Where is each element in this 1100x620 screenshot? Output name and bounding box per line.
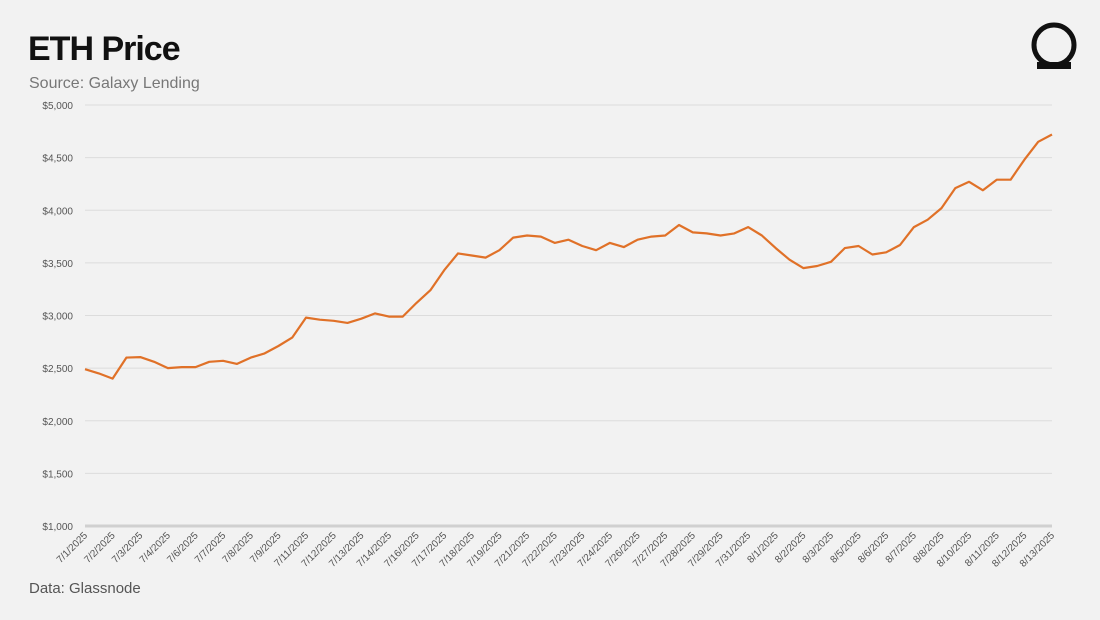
y-tick-label: $3,500 (42, 259, 73, 270)
y-tick-label: $1,000 (42, 522, 73, 533)
footnote: Data: Glassnode (29, 580, 141, 597)
y-tick-label: $5,000 (42, 101, 73, 112)
price-line (84, 133, 1053, 380)
logo (1031, 22, 1077, 69)
y-tick-label: $2,500 (42, 364, 73, 375)
y-tick-label: $3,000 (42, 312, 73, 323)
y-tick-label: $1,500 (42, 469, 73, 480)
y-tick-label: $2,000 (42, 417, 73, 428)
chart-subtitle: Source: Galaxy Lending (29, 75, 200, 92)
y-tick-label: $4,000 (42, 206, 73, 217)
chart-title: ETH Price (28, 30, 180, 68)
y-tick-label: $4,500 (42, 154, 73, 165)
